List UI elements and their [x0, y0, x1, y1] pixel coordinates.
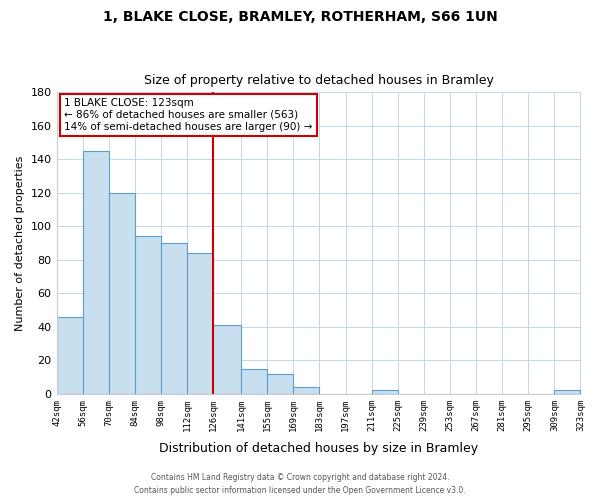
- Bar: [213, 325, 241, 394]
- Bar: [554, 390, 580, 394]
- Bar: [56, 316, 83, 394]
- Bar: [83, 151, 109, 394]
- Bar: [267, 374, 293, 394]
- X-axis label: Distribution of detached houses by size in Bramley: Distribution of detached houses by size …: [159, 442, 478, 455]
- Y-axis label: Number of detached properties: Number of detached properties: [15, 156, 25, 330]
- Bar: [109, 193, 135, 394]
- Title: Size of property relative to detached houses in Bramley: Size of property relative to detached ho…: [143, 74, 493, 87]
- Bar: [135, 236, 161, 394]
- Bar: [161, 243, 187, 394]
- Text: Contains HM Land Registry data © Crown copyright and database right 2024.
Contai: Contains HM Land Registry data © Crown c…: [134, 474, 466, 495]
- Bar: [293, 387, 319, 394]
- Text: 1, BLAKE CLOSE, BRAMLEY, ROTHERHAM, S66 1UN: 1, BLAKE CLOSE, BRAMLEY, ROTHERHAM, S66 …: [103, 10, 497, 24]
- Bar: [371, 390, 398, 394]
- Text: 1 BLAKE CLOSE: 123sqm
← 86% of detached houses are smaller (563)
14% of semi-det: 1 BLAKE CLOSE: 123sqm ← 86% of detached …: [64, 98, 313, 132]
- Bar: [187, 253, 213, 394]
- Bar: [241, 368, 267, 394]
